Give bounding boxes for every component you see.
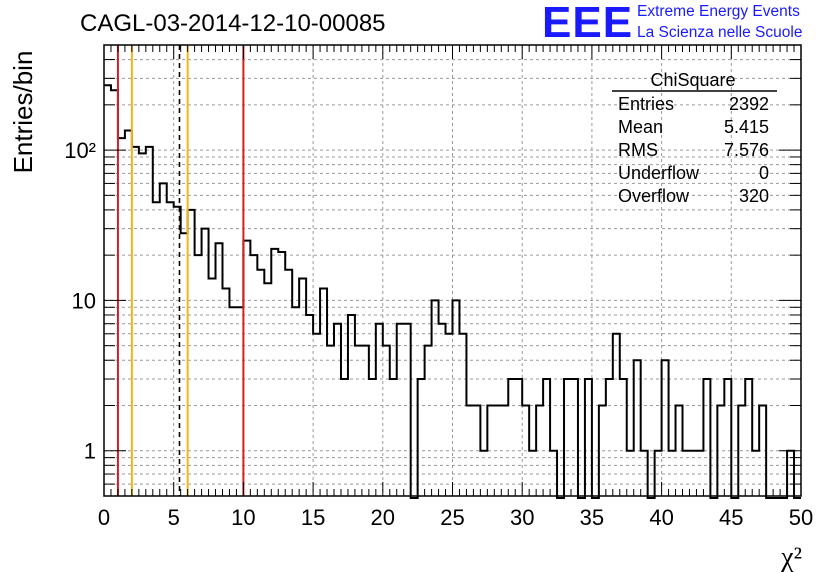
stats-value: 320 bbox=[739, 186, 769, 206]
logo-line-1: Extreme Energy Events bbox=[637, 3, 800, 20]
x-tick-label: 45 bbox=[719, 505, 743, 530]
eee-logo: EEE bbox=[542, 0, 634, 47]
stats-value: 5.415 bbox=[724, 117, 769, 137]
stats-label: Overflow bbox=[618, 186, 690, 206]
x-tick-label: 30 bbox=[510, 505, 534, 530]
x-axis-label: χ² bbox=[780, 542, 802, 572]
stats-label: RMS bbox=[618, 140, 658, 160]
x-tick-label: 35 bbox=[580, 505, 604, 530]
x-tick-label: 0 bbox=[98, 505, 110, 530]
stats-value: 7.576 bbox=[724, 140, 769, 160]
y-tick-label: 1 bbox=[84, 439, 96, 464]
y-axis-label: Entries/bin bbox=[8, 51, 38, 174]
histogram-series bbox=[104, 84, 801, 499]
stats-value: 0 bbox=[759, 163, 769, 183]
stats-value: 2392 bbox=[729, 94, 769, 114]
stats-label: Mean bbox=[618, 117, 663, 137]
x-tick-label: 50 bbox=[789, 505, 813, 530]
x-tick-label: 25 bbox=[440, 505, 464, 530]
x-tick-label: 15 bbox=[301, 505, 325, 530]
x-tick-label: 10 bbox=[231, 505, 255, 530]
stats-label: Underflow bbox=[618, 163, 700, 183]
y-tick-label: 10 bbox=[72, 288, 96, 313]
x-tick-label: 40 bbox=[649, 505, 673, 530]
logo-line-2: La Scienza nelle Scuole bbox=[637, 24, 803, 41]
chart-title: CAGL-03-2014-12-10-00085 bbox=[80, 10, 386, 37]
y-tick-label: 10² bbox=[64, 138, 96, 163]
stats-title: ChiSquare bbox=[650, 70, 735, 90]
x-tick-label: 5 bbox=[168, 505, 180, 530]
stats-label: Entries bbox=[618, 94, 674, 114]
x-tick-label: 20 bbox=[371, 505, 395, 530]
